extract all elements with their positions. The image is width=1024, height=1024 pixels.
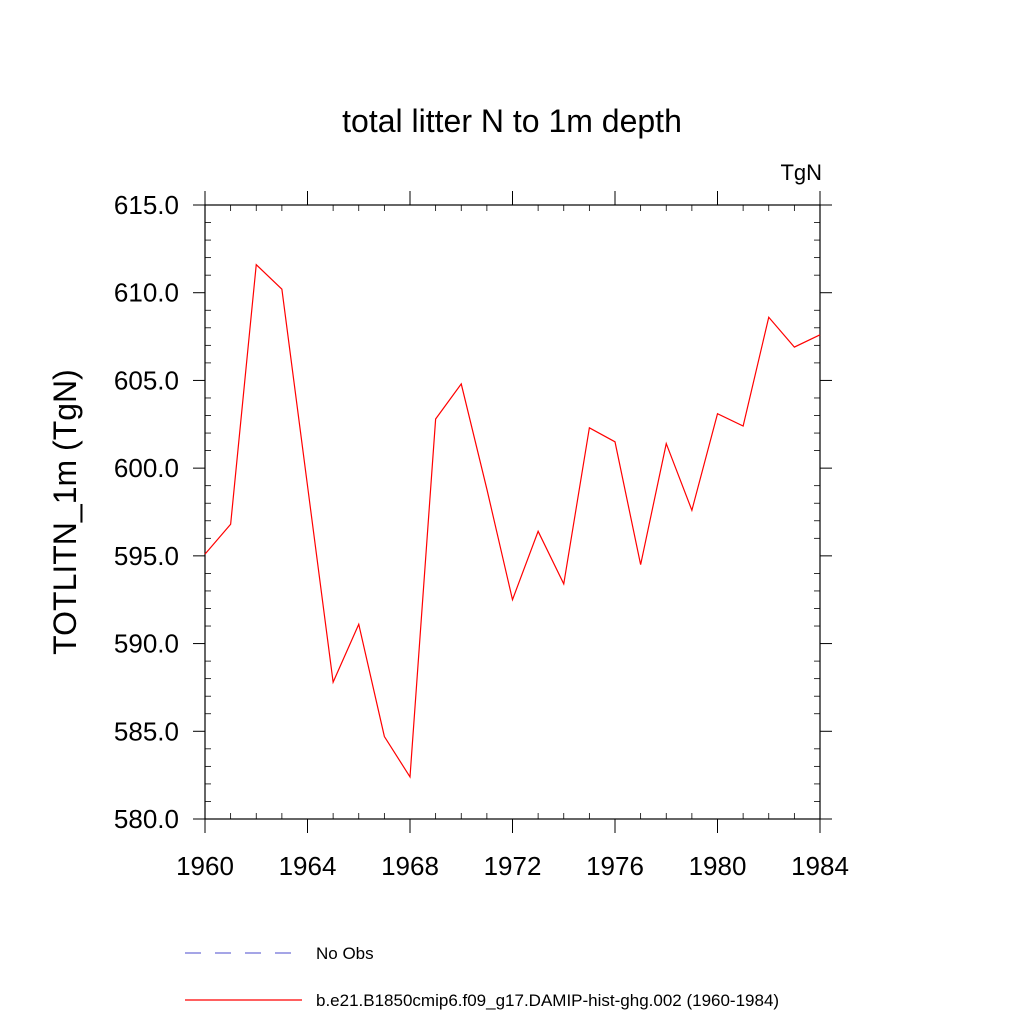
x-tick-label: 1968 bbox=[381, 851, 439, 881]
x-tick-label: 1960 bbox=[176, 851, 234, 881]
x-tick-label: 1964 bbox=[279, 851, 337, 881]
legend: No Obs b.e21.B1850cmip6.f09_g17.DAMIP-his… bbox=[185, 944, 779, 1010]
x-tick-label: 1984 bbox=[791, 851, 849, 881]
x-tick-labels: 1960 1964 1968 1972 1976 1980 1984 bbox=[176, 851, 849, 881]
legend-label: No Obs bbox=[316, 944, 374, 963]
y-tick-labels: 580.0 585.0 590.0 595.0 600.0 605.0 610.0 615.0 bbox=[114, 190, 179, 834]
y-tick-label: 610.0 bbox=[114, 278, 179, 308]
y-axis-label: TOTLITN_1m (TgN) bbox=[47, 369, 83, 655]
legend-label: b.e21.B1850cmip6.f09_g17.DAMIP-hist-ghg.… bbox=[316, 991, 779, 1010]
chart-title: total litter N to 1m depth bbox=[342, 103, 682, 139]
axis-ticks bbox=[193, 191, 832, 833]
x-tick-label: 1972 bbox=[484, 851, 542, 881]
y-tick-label: 600.0 bbox=[114, 453, 179, 483]
x-tick-label: 1976 bbox=[586, 851, 644, 881]
x-tick-label: 1980 bbox=[689, 851, 747, 881]
plot-frame bbox=[204, 204, 821, 820]
y-tick-label: 580.0 bbox=[114, 804, 179, 834]
y-tick-label: 605.0 bbox=[114, 365, 179, 395]
series-line bbox=[204, 263, 821, 779]
series-layer bbox=[204, 263, 821, 779]
y-tick-label: 590.0 bbox=[114, 629, 179, 659]
y-tick-label: 615.0 bbox=[114, 190, 179, 220]
units-label: TgN bbox=[780, 160, 822, 185]
y-tick-label: 595.0 bbox=[114, 541, 179, 571]
y-tick-label: 585.0 bbox=[114, 716, 179, 746]
